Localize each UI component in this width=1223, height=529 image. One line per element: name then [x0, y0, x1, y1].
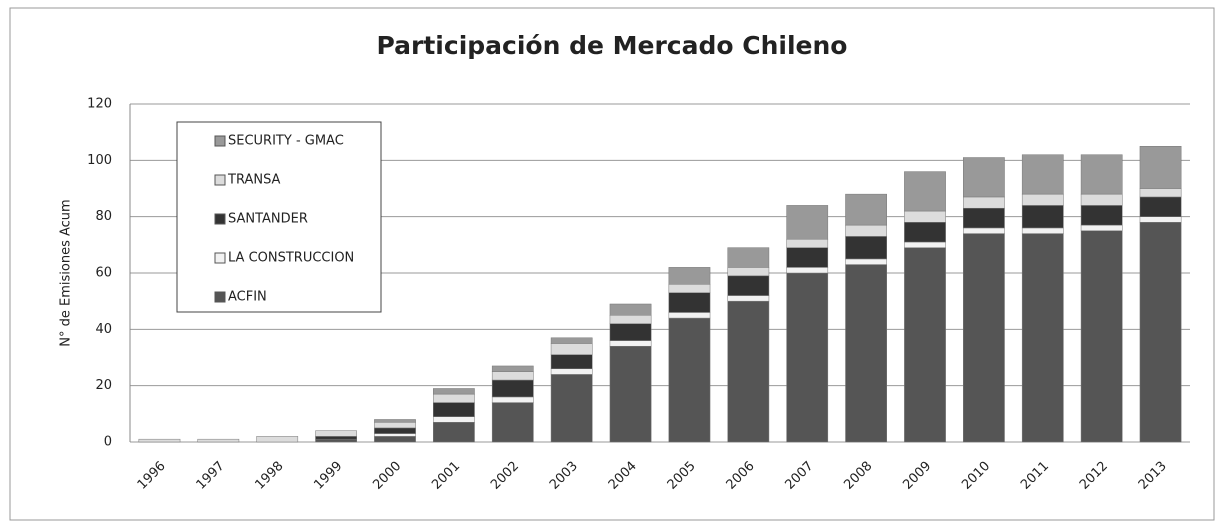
bar-segment [433, 416, 475, 423]
bar-segment [1021, 233, 1064, 443]
bar-segment [550, 343, 593, 355]
bar-segment [786, 238, 829, 248]
bar-segment [433, 393, 475, 403]
bar-segment [609, 303, 652, 316]
bar-segment [786, 247, 829, 268]
bar-segment [845, 236, 887, 260]
bar-segment [727, 295, 770, 302]
bar-segment [786, 267, 829, 274]
bar-segment [491, 402, 534, 443]
bar-segment [1139, 216, 1182, 223]
y-tick-label: 120 [87, 97, 112, 112]
bar-segment [668, 267, 711, 285]
bar-segment [904, 210, 946, 223]
y-axis-label: N° de Emisiones Acum [59, 199, 74, 346]
bar-segment [374, 433, 416, 437]
bar-segment [1021, 205, 1064, 229]
bar-segment [845, 193, 887, 226]
bar-segment [609, 340, 652, 347]
bar-segment [374, 427, 416, 434]
bar-segment [963, 227, 1005, 234]
bar-segment [845, 258, 887, 265]
bar-segment [727, 275, 770, 296]
bar-segment [727, 247, 770, 268]
bar-segment [550, 368, 593, 375]
bar-segment [963, 196, 1005, 209]
y-tick-label: 20 [95, 378, 112, 393]
bar-segment [727, 267, 770, 277]
bar-segment [550, 354, 593, 370]
chart-title: Participación de Mercado Chileno [377, 31, 848, 60]
bar-segment [1021, 193, 1064, 206]
bar-segment [433, 422, 475, 443]
bar-segment [1139, 188, 1182, 198]
legend-swatch [214, 213, 226, 225]
y-tick-label: 40 [95, 322, 112, 337]
bar-segment [1080, 205, 1123, 226]
bar-segment [845, 224, 887, 237]
bar-segment [1021, 154, 1064, 195]
bar-segment [1080, 224, 1123, 232]
bar-segment [491, 371, 534, 381]
bar-segment [609, 345, 652, 443]
bar-segment [609, 323, 652, 341]
bar-segment [904, 247, 946, 443]
bar-segment [786, 272, 829, 443]
bar-segment [197, 438, 240, 443]
bar-segment [609, 315, 652, 324]
bar-segment [668, 292, 711, 313]
bar-segment [1139, 196, 1182, 217]
bar-segment [491, 365, 534, 372]
bar-segment [550, 374, 593, 443]
bar-segment [963, 233, 1005, 443]
bar-segment [668, 312, 711, 319]
bar-segment [845, 264, 887, 443]
bar-segment [374, 436, 416, 443]
legend-box [176, 121, 382, 313]
bar-segment [963, 157, 1005, 198]
bar-segment [668, 284, 711, 293]
bar-segment [491, 396, 534, 403]
bar-segment [1080, 193, 1123, 206]
legend-label: LA CONSTRUCCION [228, 251, 354, 266]
bar-segment [491, 379, 534, 398]
legend-label: SECURITY - GMAC [228, 134, 344, 149]
bar-segment [963, 207, 1005, 229]
bar-segment [374, 422, 416, 429]
legend-swatch [214, 174, 226, 186]
bar-segment [315, 436, 357, 440]
bar-segment [668, 317, 711, 443]
bar-segment [256, 436, 299, 443]
y-tick-label: 100 [87, 153, 112, 168]
bar-segment [1080, 154, 1123, 195]
legend-label: SANTANDER [228, 212, 308, 227]
bar-segment [138, 438, 181, 443]
bar-segment [904, 241, 946, 248]
bar-segment [727, 300, 770, 443]
bar-segment [550, 337, 593, 344]
y-tick-label: 60 [95, 266, 112, 281]
bar-segment [1139, 146, 1182, 189]
bar-segment [374, 419, 416, 423]
y-tick-label: 80 [95, 209, 112, 224]
bar-segment [904, 171, 946, 212]
bar-segment [1080, 230, 1123, 443]
bar-segment [315, 438, 357, 443]
bar-segment [315, 430, 357, 437]
legend-swatch [214, 252, 226, 264]
bar-segment [1021, 227, 1064, 234]
legend-swatch [214, 135, 226, 147]
bar-segment [433, 402, 475, 417]
legend-swatch [214, 291, 226, 303]
bar-segment [1139, 222, 1182, 443]
y-tick-label: 0 [104, 435, 112, 450]
bar-segment [904, 222, 946, 243]
bar-segment [786, 205, 829, 240]
bar-segment [433, 388, 475, 395]
legend-label: TRANSA [227, 173, 281, 188]
legend-label: ACFIN [228, 290, 267, 305]
